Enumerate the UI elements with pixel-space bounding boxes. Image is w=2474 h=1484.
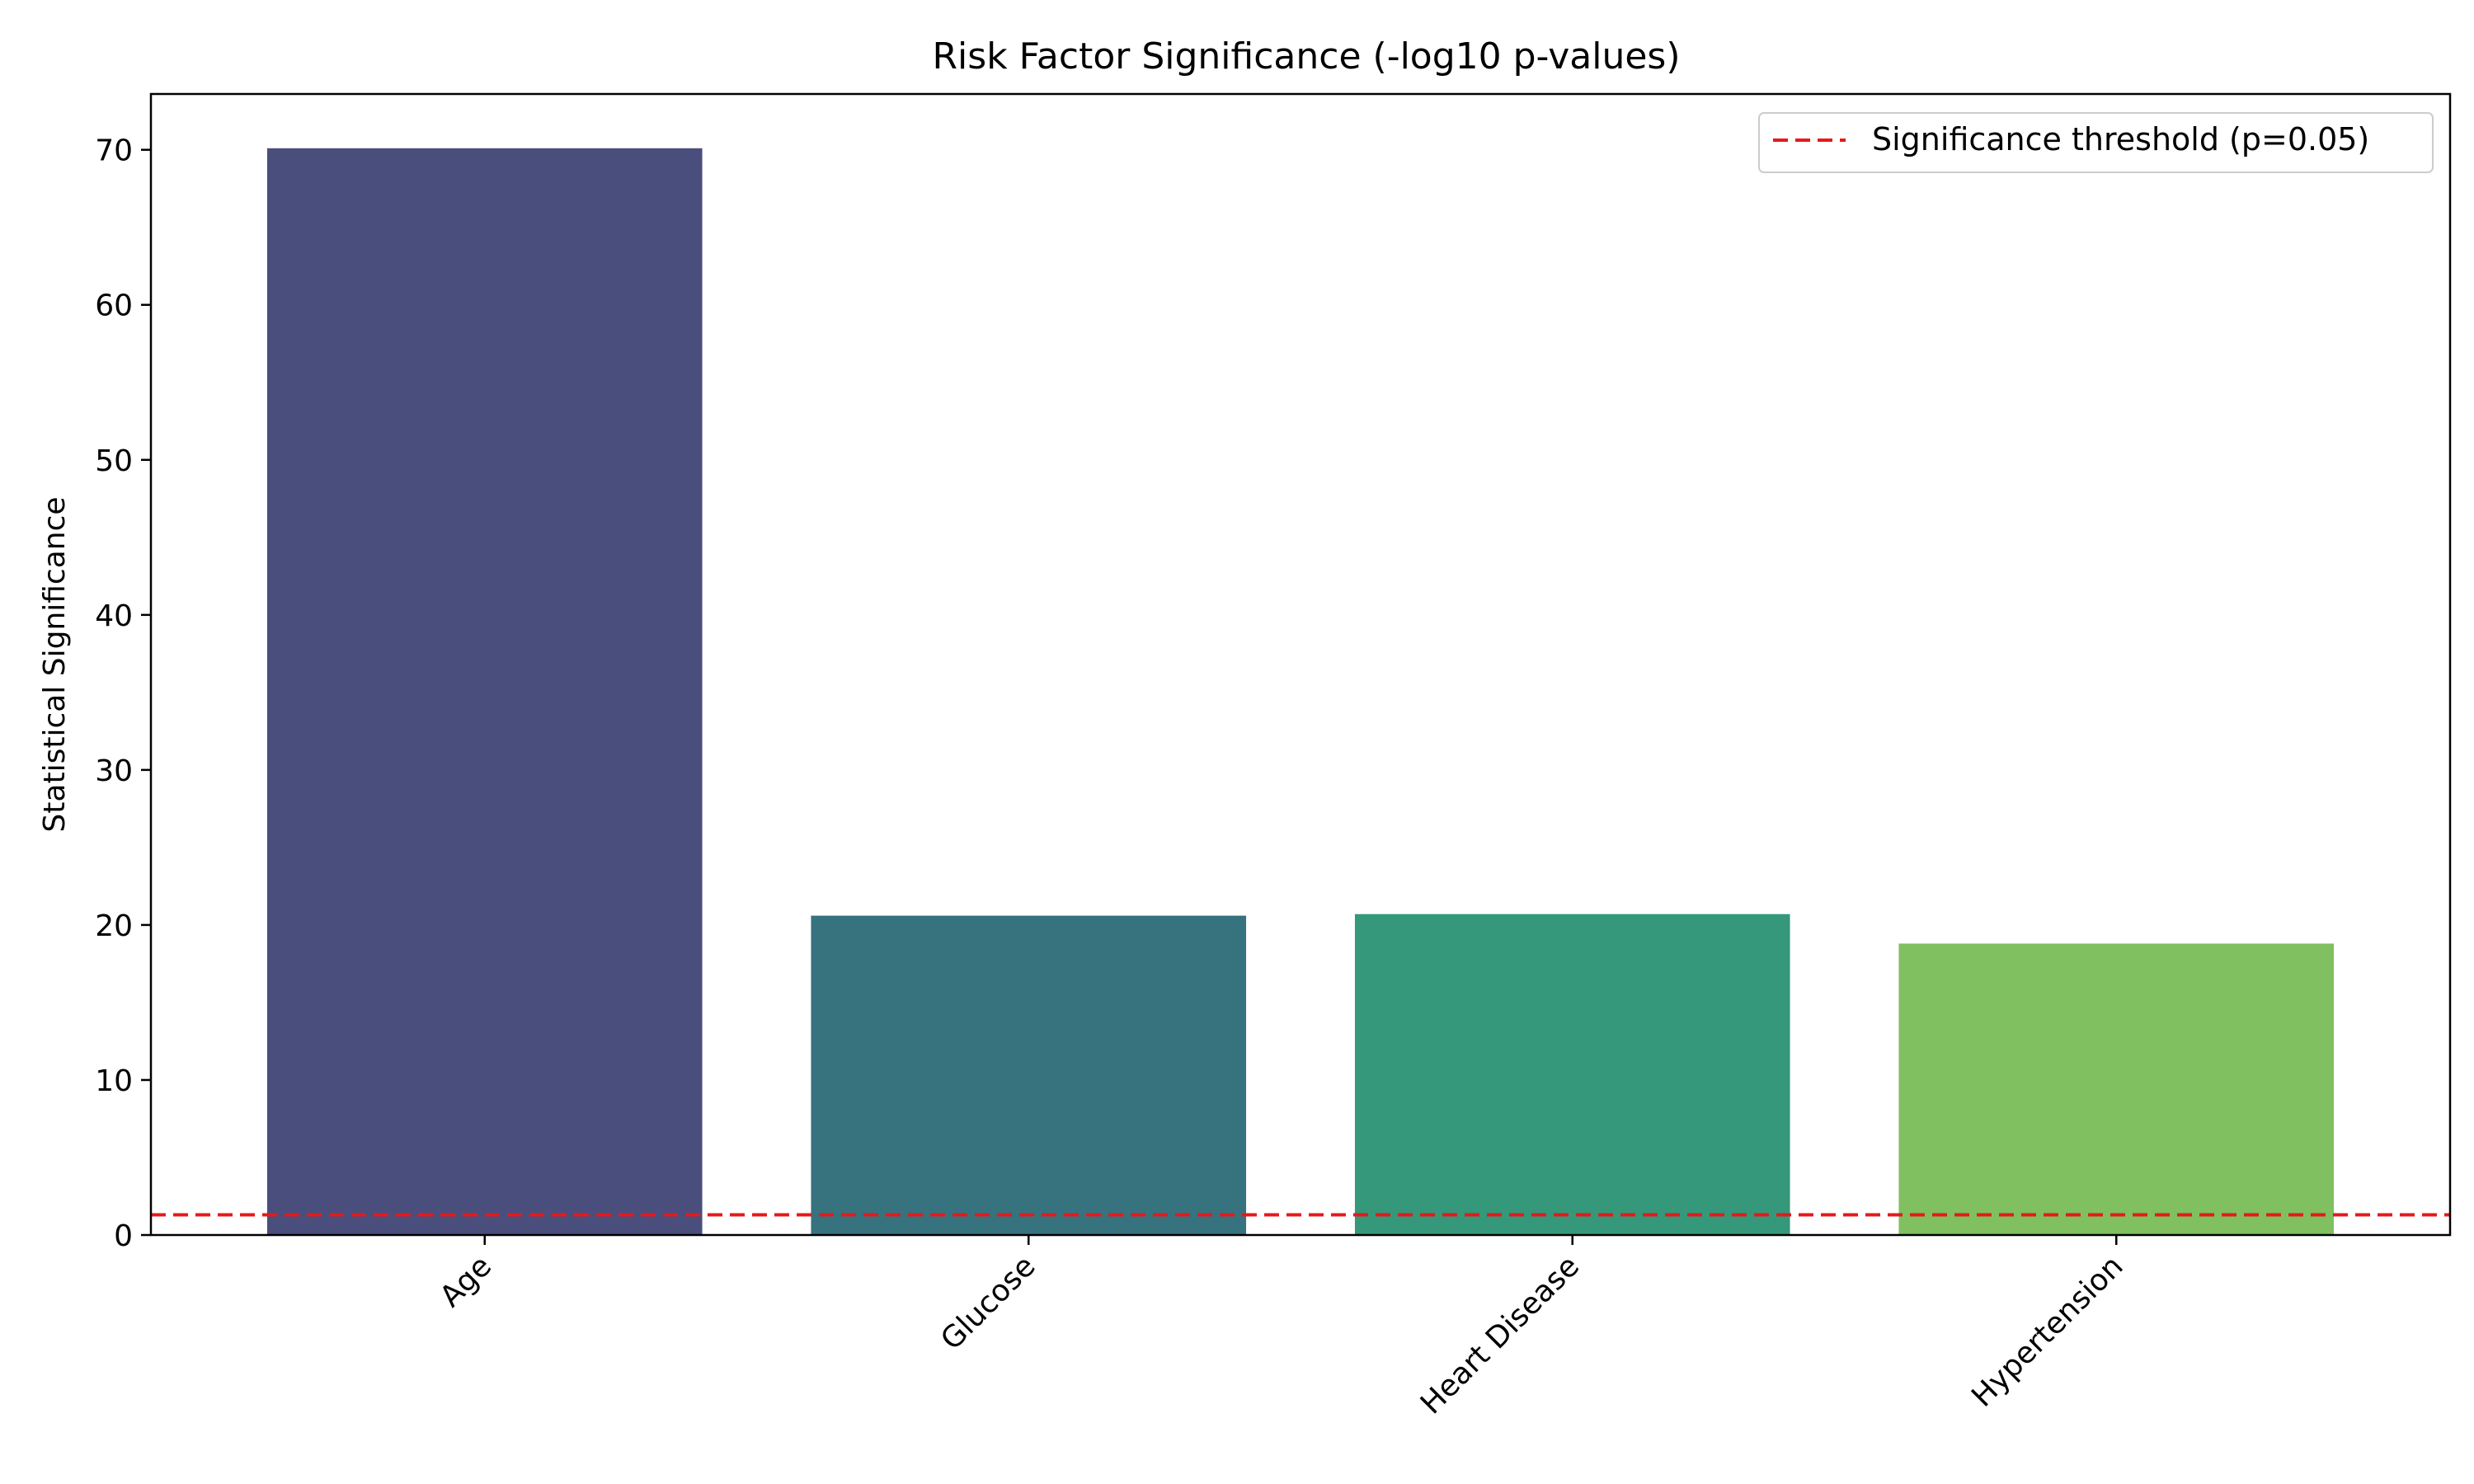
y-axis-label: Statistical Significance [38,496,72,832]
bar-age [266,148,703,1236]
y-tick-label: 30 [95,754,133,788]
y-tick-label: 60 [95,289,133,323]
bars-group [266,148,2335,1236]
y-tick-label: 50 [95,444,133,478]
x-tick-label: Glucose [934,1249,1042,1356]
bar-heart-disease [1354,913,1790,1235]
x-tick-label: Heart Disease [1414,1249,1586,1421]
x-tick-label: Age [434,1249,498,1313]
bar-hypertension [1898,943,2335,1235]
chart-title: Risk Factor Significance (-log10 p-value… [932,35,1680,77]
y-tick-label: 40 [95,599,133,633]
bar-glucose [811,915,1247,1235]
y-tick-label: 70 [95,134,133,168]
legend: Significance threshold (p=0.05) [1758,112,2434,173]
y-tick-label: 10 [95,1064,133,1098]
y-tick-label: 0 [114,1219,133,1253]
plot-frame [149,92,2452,1237]
x-axis-ticks: Age Glucose Heart Disease Hypertension [434,1235,2130,1421]
y-tick-label: 20 [95,909,133,943]
x-tick-label: Hypertension [1965,1249,2129,1413]
legend-threshold-label: Significance threshold (p=0.05) [1872,121,2369,157]
y-axis-ticks: 0 10 20 30 40 50 60 70 [95,134,151,1253]
legend-box [1758,112,2434,173]
